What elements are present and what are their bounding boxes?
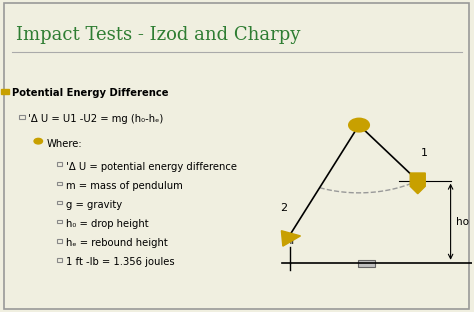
Text: 2: 2 xyxy=(280,203,287,213)
Polygon shape xyxy=(282,231,301,246)
Text: 'Δ U = potential energy difference: 'Δ U = potential energy difference xyxy=(65,162,237,172)
FancyBboxPatch shape xyxy=(357,260,374,267)
Text: hₑ = rebound height: hₑ = rebound height xyxy=(65,238,167,248)
Bar xyxy=(57,163,62,166)
Bar xyxy=(1,89,9,94)
Text: Impact Tests - Izod and Charpy: Impact Tests - Izod and Charpy xyxy=(16,26,301,44)
Text: hf: hf xyxy=(285,236,294,246)
Circle shape xyxy=(349,118,369,132)
Bar xyxy=(57,182,62,185)
Bar xyxy=(57,239,62,243)
Text: 1: 1 xyxy=(421,148,428,158)
Text: g = gravity: g = gravity xyxy=(65,200,122,210)
Bar xyxy=(57,258,62,262)
Text: m = mass of pendulum: m = mass of pendulum xyxy=(65,181,182,191)
Polygon shape xyxy=(410,173,425,194)
Bar xyxy=(57,201,62,204)
Text: 1 ft -lb = 1.356 joules: 1 ft -lb = 1.356 joules xyxy=(65,257,174,267)
Text: 'Δ U = U1 -U2 = mg (h₀-hₑ): 'Δ U = U1 -U2 = mg (h₀-hₑ) xyxy=(28,114,163,124)
Bar xyxy=(19,115,25,119)
Text: ho: ho xyxy=(456,217,469,227)
Text: h₀ = drop height: h₀ = drop height xyxy=(65,219,148,229)
Text: Where:: Where: xyxy=(47,139,82,149)
Text: Potential Energy Difference: Potential Energy Difference xyxy=(11,88,168,98)
Circle shape xyxy=(34,139,43,144)
Bar xyxy=(57,220,62,223)
